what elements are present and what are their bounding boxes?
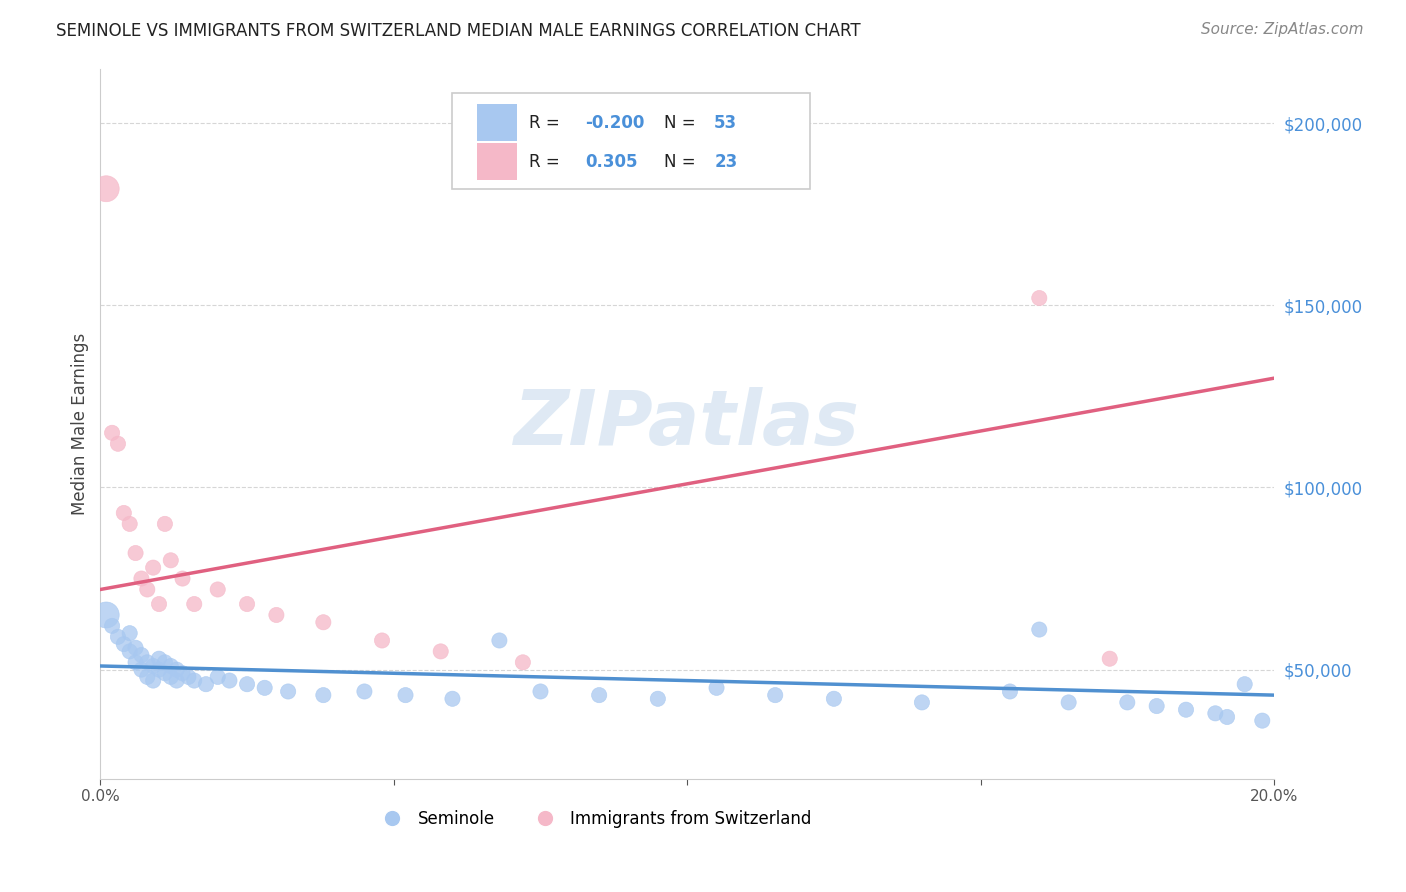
Point bbox=[394, 688, 416, 702]
Point bbox=[312, 688, 335, 702]
Text: ZIPatlas: ZIPatlas bbox=[515, 387, 860, 461]
Point bbox=[172, 572, 194, 586]
Point bbox=[136, 670, 159, 684]
Point bbox=[159, 670, 181, 684]
Point bbox=[529, 684, 551, 698]
Point bbox=[166, 663, 188, 677]
Point bbox=[183, 597, 205, 611]
Point bbox=[131, 572, 153, 586]
Text: 53: 53 bbox=[714, 113, 737, 131]
Y-axis label: Median Male Earnings: Median Male Earnings bbox=[72, 333, 89, 515]
Point bbox=[136, 656, 159, 670]
Point bbox=[153, 516, 176, 531]
Text: Source: ZipAtlas.com: Source: ZipAtlas.com bbox=[1201, 22, 1364, 37]
Point bbox=[1028, 291, 1050, 305]
Point bbox=[763, 688, 786, 702]
Point bbox=[112, 506, 135, 520]
Point bbox=[266, 607, 288, 622]
Point bbox=[124, 546, 146, 560]
Point bbox=[112, 637, 135, 651]
FancyBboxPatch shape bbox=[477, 143, 517, 180]
FancyBboxPatch shape bbox=[477, 104, 517, 141]
Point bbox=[706, 681, 728, 695]
Point bbox=[142, 659, 165, 673]
Point bbox=[218, 673, 240, 688]
Point bbox=[1057, 695, 1080, 709]
Point bbox=[207, 582, 229, 597]
Point bbox=[124, 640, 146, 655]
Point bbox=[136, 582, 159, 597]
Point bbox=[588, 688, 610, 702]
Point bbox=[1233, 677, 1256, 691]
Point bbox=[101, 619, 124, 633]
Point bbox=[1116, 695, 1139, 709]
Point bbox=[488, 633, 510, 648]
Point bbox=[429, 644, 451, 658]
Point bbox=[277, 684, 299, 698]
Point bbox=[142, 560, 165, 574]
Point bbox=[512, 656, 534, 670]
Point bbox=[118, 644, 141, 658]
Point bbox=[647, 691, 669, 706]
Point bbox=[998, 684, 1021, 698]
Point bbox=[101, 425, 124, 440]
Point bbox=[312, 615, 335, 630]
Point bbox=[148, 651, 170, 665]
Point bbox=[159, 553, 181, 567]
Point bbox=[166, 673, 188, 688]
Point bbox=[911, 695, 934, 709]
Point bbox=[371, 633, 394, 648]
Point bbox=[1204, 706, 1226, 721]
Text: -0.200: -0.200 bbox=[585, 113, 644, 131]
Text: 23: 23 bbox=[714, 153, 737, 170]
Point bbox=[1216, 710, 1239, 724]
Point bbox=[207, 670, 229, 684]
Text: R =: R = bbox=[529, 113, 565, 131]
Point bbox=[1251, 714, 1274, 728]
Point bbox=[353, 684, 375, 698]
Point bbox=[148, 663, 170, 677]
Point bbox=[253, 681, 276, 695]
Point bbox=[177, 670, 200, 684]
Point bbox=[131, 663, 153, 677]
Point bbox=[118, 626, 141, 640]
Legend: Seminole, Immigrants from Switzerland: Seminole, Immigrants from Switzerland bbox=[368, 803, 817, 835]
Point bbox=[195, 677, 218, 691]
Point bbox=[1028, 623, 1050, 637]
Point bbox=[124, 656, 146, 670]
Point bbox=[159, 659, 181, 673]
Point bbox=[107, 630, 129, 644]
Text: SEMINOLE VS IMMIGRANTS FROM SWITZERLAND MEDIAN MALE EARNINGS CORRELATION CHART: SEMINOLE VS IMMIGRANTS FROM SWITZERLAND … bbox=[56, 22, 860, 40]
Point bbox=[153, 666, 176, 681]
Point bbox=[142, 673, 165, 688]
Text: N =: N = bbox=[664, 113, 700, 131]
Point bbox=[118, 516, 141, 531]
Text: R =: R = bbox=[529, 153, 565, 170]
Point bbox=[131, 648, 153, 662]
Point bbox=[1098, 651, 1121, 665]
Point bbox=[96, 182, 118, 196]
Point bbox=[823, 691, 845, 706]
Point bbox=[236, 597, 259, 611]
Point bbox=[236, 677, 259, 691]
Point bbox=[183, 673, 205, 688]
Text: N =: N = bbox=[664, 153, 700, 170]
Point bbox=[1175, 703, 1198, 717]
Point bbox=[1146, 699, 1168, 714]
Point bbox=[441, 691, 464, 706]
Point bbox=[153, 656, 176, 670]
Point bbox=[148, 597, 170, 611]
Text: 0.305: 0.305 bbox=[585, 153, 637, 170]
FancyBboxPatch shape bbox=[453, 94, 810, 189]
Point bbox=[96, 607, 118, 622]
Point bbox=[172, 666, 194, 681]
Point bbox=[107, 436, 129, 450]
